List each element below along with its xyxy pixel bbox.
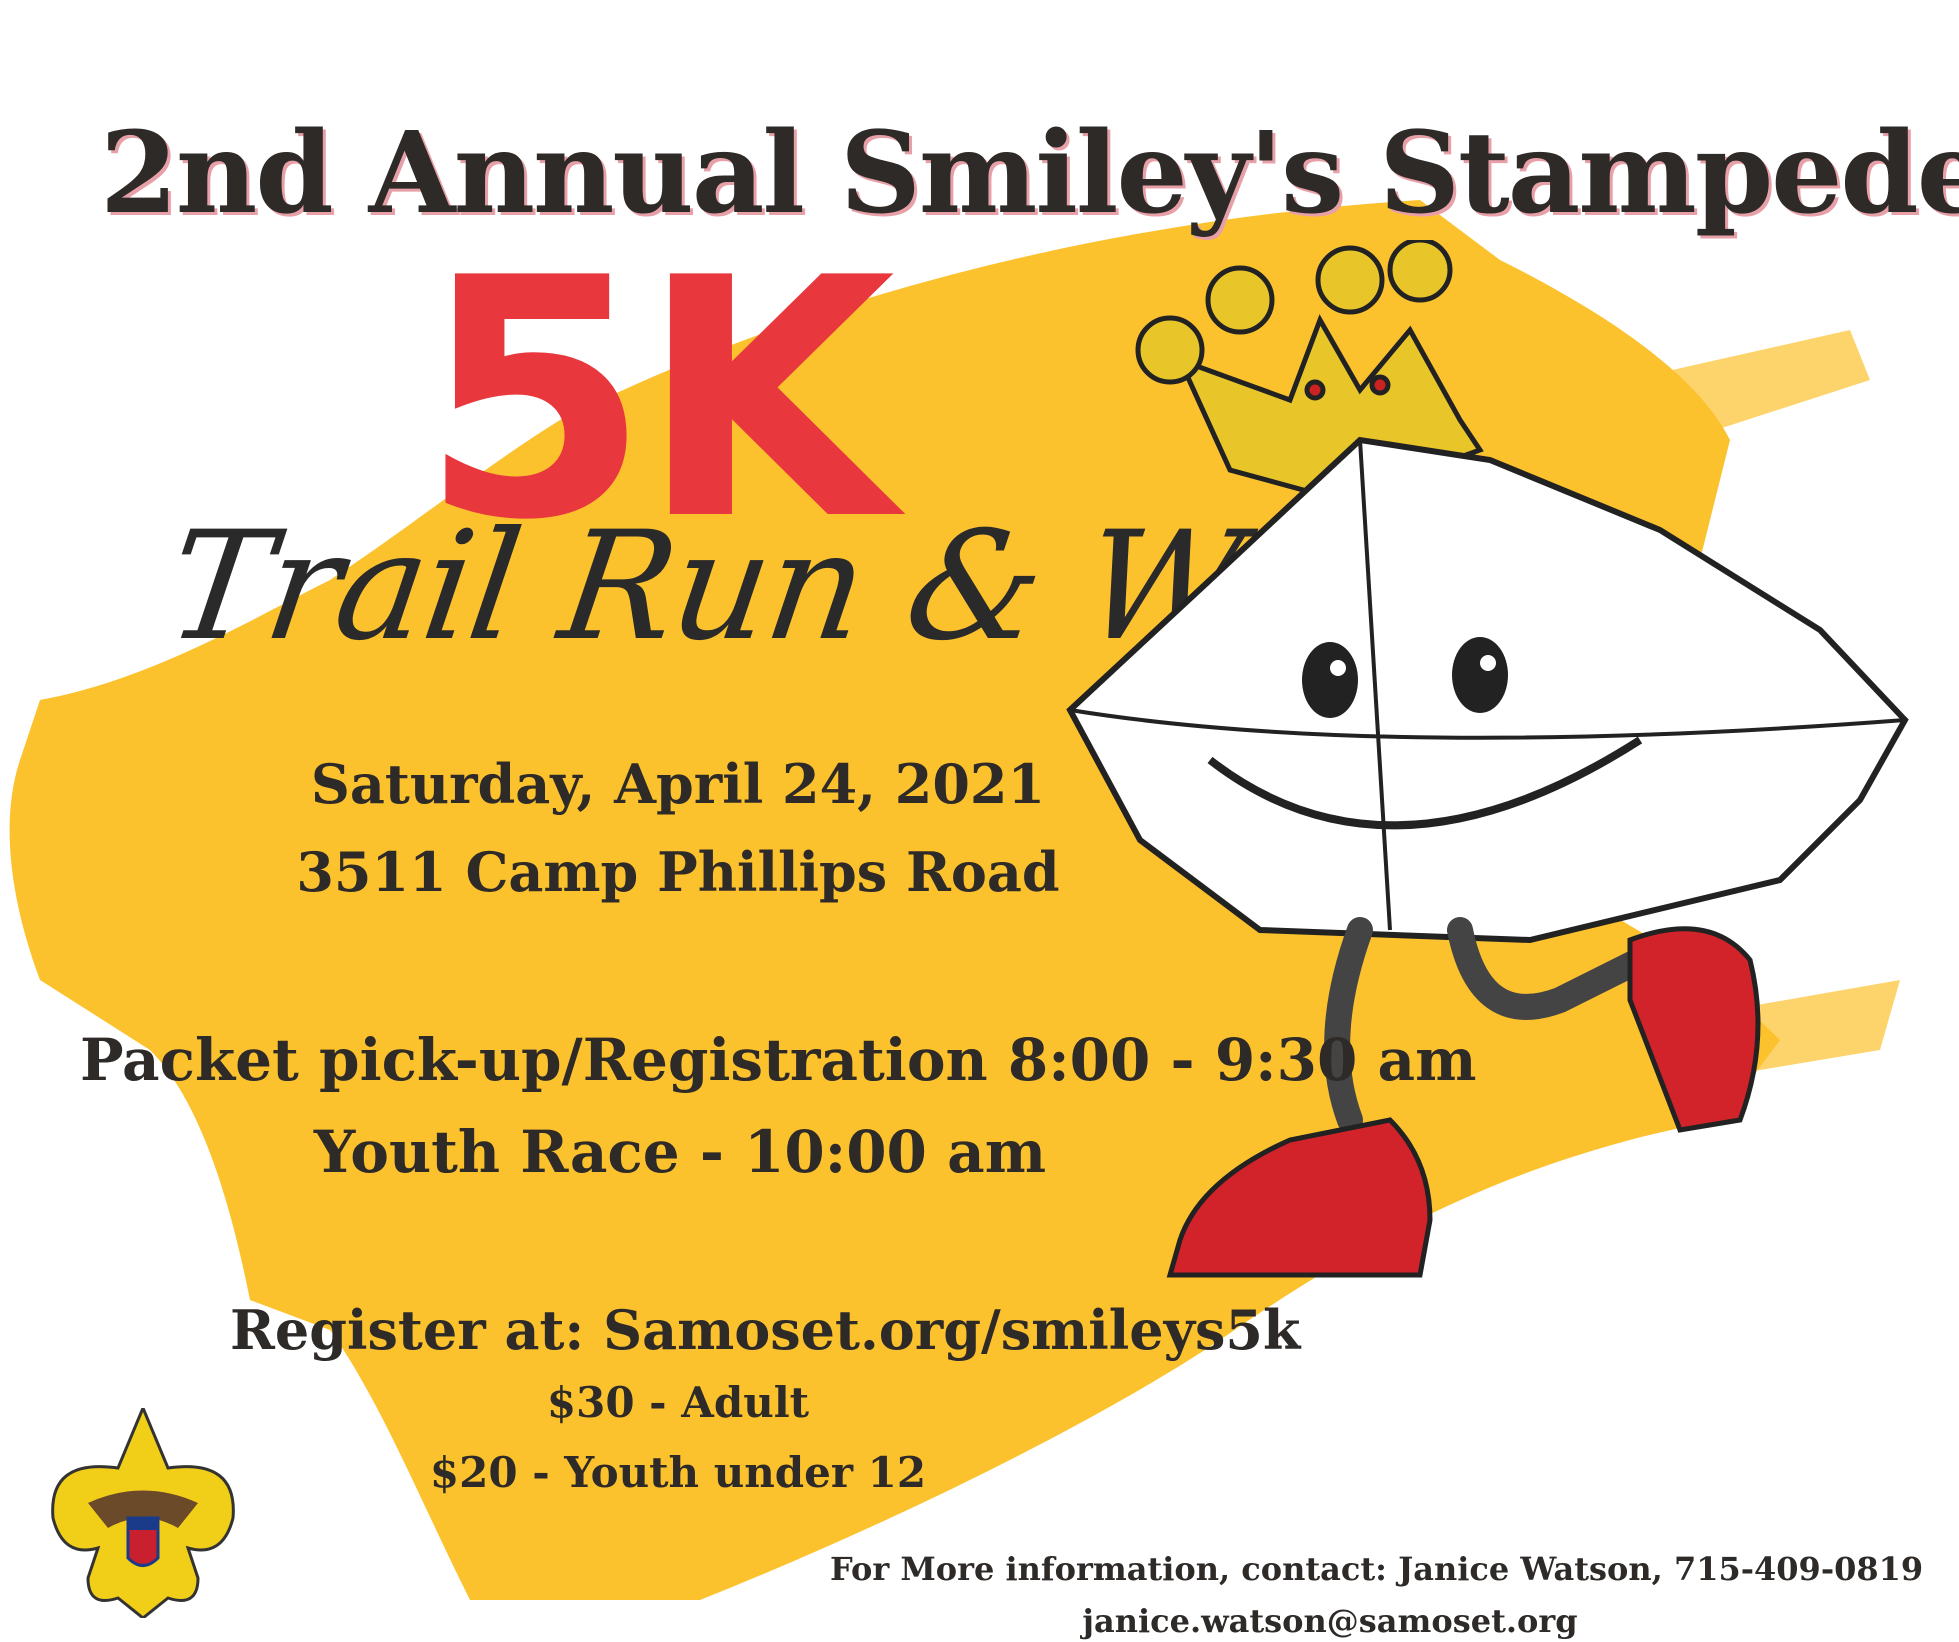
scouts-logo	[51, 1408, 235, 1618]
price-youth: $20 - Youth under 12	[429, 1448, 927, 1497]
event-address: 3511 Camp Phillips Road	[296, 840, 1060, 904]
distance-heading: 5K	[420, 208, 895, 592]
contact-email[interactable]: janice.watson@samoset.org	[1082, 1602, 1578, 1640]
registration-link[interactable]: Register at: Samoset.org/smileys5k	[230, 1298, 1301, 1362]
umbrella-mascot-image	[1066, 240, 1909, 1278]
packet-pickup-time: Packet pick-up/Registration 8:00 - 9:30 …	[80, 1026, 1477, 1094]
youth-race-time: Youth Race - 10:00 am	[313, 1118, 1047, 1186]
event-date: Saturday, April 24, 2021	[310, 752, 1046, 816]
price-adult: $30 - Adult	[546, 1378, 810, 1427]
contact-info: For More information, contact: Janice Wa…	[830, 1550, 1924, 1588]
sneaker-icon	[1166, 926, 1761, 1278]
event-title: 2nd Annual Smiley's Stampede	[100, 108, 1959, 239]
